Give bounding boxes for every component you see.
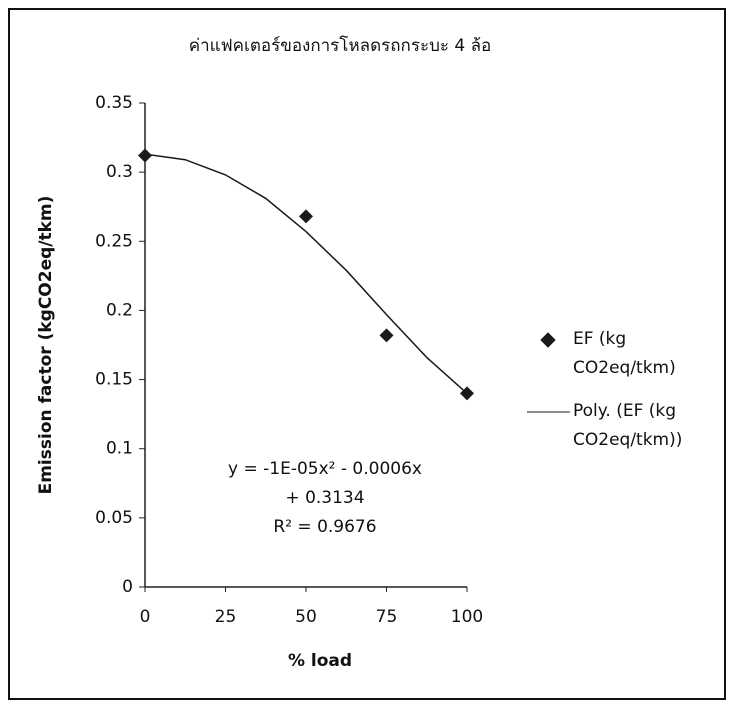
legend-symbol: [541, 333, 555, 347]
x-tick-label: 75: [376, 607, 398, 627]
y-tick-label: 0.15: [95, 370, 133, 390]
point: [380, 328, 394, 342]
x-tick-label: 0: [140, 607, 151, 627]
x-tick-label: 50: [295, 607, 317, 627]
x-axis-label: % load: [288, 651, 352, 671]
r-squared: R² = 0.9676: [220, 513, 430, 542]
x-tick-label: 100: [451, 607, 483, 627]
legend-label: Poly. (EF (kg CO2eq/tkm)): [573, 397, 723, 455]
trend-equation: y = -1E-05x² - 0.0006x + 0.3134: [220, 455, 430, 513]
trendline: [145, 154, 467, 393]
y-tick-label: 0.3: [106, 162, 133, 182]
point: [299, 209, 313, 223]
legend-label: EF (kg CO2eq/tkm): [573, 325, 723, 383]
y-tick-label: 0: [122, 577, 133, 597]
chart-title: ค่าแฟคเตอร์ของการโหลดรถกระบะ 4 ล้อ: [189, 35, 492, 56]
y-tick-label: 0.2: [106, 300, 133, 320]
page: ค่าแฟคเตอร์ของการโหลดรถกระบะ 4 ล้อ % loa…: [0, 0, 735, 707]
y-tick-label: 0.25: [95, 231, 133, 251]
y-tick-label: 0.35: [95, 93, 133, 113]
equation: y = -1E-05x² - 0.0006x + 0.3134 R² = 0.9…: [220, 455, 430, 542]
y-tick-label: 0.1: [106, 439, 133, 459]
x-tick-label: 25: [215, 607, 237, 627]
y-tick-label: 0.05: [95, 508, 133, 528]
y-axis-label: Emission factor (kgCO2eq/tkm): [36, 196, 56, 495]
